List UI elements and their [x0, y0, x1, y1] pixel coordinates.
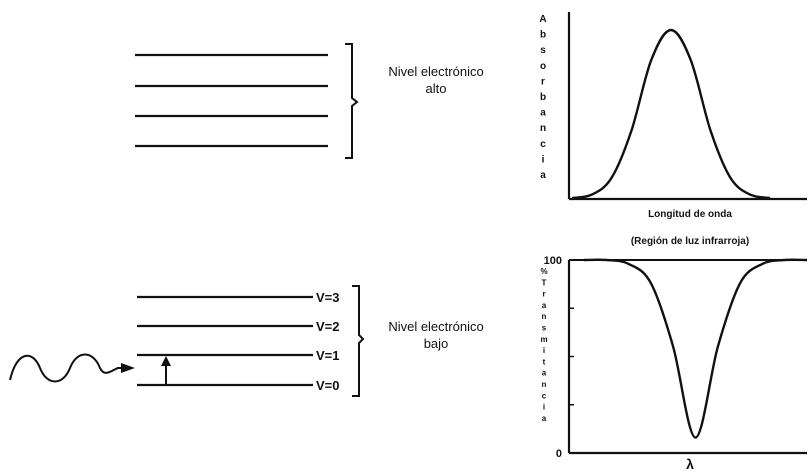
transmittance-series-line: [583, 258, 808, 439]
transmittance-y-label-letter: a: [542, 301, 547, 310]
vibrational-label-v3: V=3: [316, 290, 340, 305]
transmittance-y-label-letter: r: [542, 290, 545, 299]
absorbance-y-label-letter: b: [540, 30, 546, 41]
upper-state-bracket: [345, 43, 359, 159]
transmittance-y-label-letter: m: [540, 335, 547, 344]
absorbance-y-label-letter: s: [540, 45, 546, 56]
transmittance-y-label-letter: i: [543, 403, 545, 412]
absorbance-y-label-letter: c: [540, 139, 546, 150]
transmittance-y-label-letter: c: [542, 391, 547, 400]
transmittance-y-label-letter: n: [542, 312, 547, 321]
lower-electronic-state: V=3 V=2 V=1 V=0 Nivel electrónico bajo: [9, 285, 484, 397]
absorbance-y-label-letter: A: [539, 14, 546, 25]
absorbance-y-label-letter: b: [540, 92, 546, 103]
lower-state-bracket: [352, 285, 365, 397]
absorbance-series-line: [571, 28, 771, 200]
transmittance-y-label-letter: T: [542, 278, 547, 287]
vibrational-label-v2: V=2: [316, 319, 340, 334]
upper-state-label-line1: Nivel electrónico: [388, 64, 483, 79]
transmittance-y-label-letter: i: [543, 346, 545, 355]
wavy-arrow-head: [121, 363, 135, 373]
upper-electronic-state: Nivel electrónico alto: [135, 43, 484, 159]
vibrational-label-v0: V=0: [316, 378, 340, 393]
transmittance-y-label-letter: a: [542, 414, 547, 423]
absorbance-y-label-letter: n: [540, 123, 546, 134]
lower-state-label-line1: Nivel electrónico: [388, 319, 483, 334]
absorbance-y-label-letter: o: [540, 61, 546, 72]
absorbance-y-label-letter: a: [540, 108, 546, 119]
transmittance-y-label-letter: a: [542, 369, 547, 378]
transmittance-ytick-label: 0: [556, 448, 562, 460]
transmittance-x-axis-label: λ: [686, 456, 694, 472]
transmittance-ytick-label: 100: [544, 255, 562, 267]
absorbance-y-label-letter: a: [540, 170, 546, 181]
upper-state-label-line2: alto: [426, 81, 447, 96]
lower-state-label-line2: bajo: [424, 336, 449, 351]
absorbance-x-axis-label: Longitud de onda: [648, 209, 732, 220]
transmittance-y-ticks: 100 0: [544, 255, 574, 460]
vibrational-label-v1: V=1: [316, 348, 340, 363]
transmittance-subtitle: (Región de luz infrarroja): [631, 236, 749, 247]
absorbance-y-label-letter: i: [542, 154, 545, 165]
transmittance-y-label-letter: s: [542, 324, 547, 333]
transmittance-chart: (Región de luz infrarroja) %Transmitanci…: [540, 236, 808, 472]
transmittance-y-label-letter: n: [542, 380, 547, 389]
wavy-arrow-icon: [9, 353, 135, 383]
up-arrow-icon: [161, 356, 171, 385]
transmittance-y-label-letter: %: [540, 267, 547, 276]
absorbance-y-label-letter: r: [541, 76, 545, 87]
transmittance-y-label-letter: t: [543, 357, 546, 366]
